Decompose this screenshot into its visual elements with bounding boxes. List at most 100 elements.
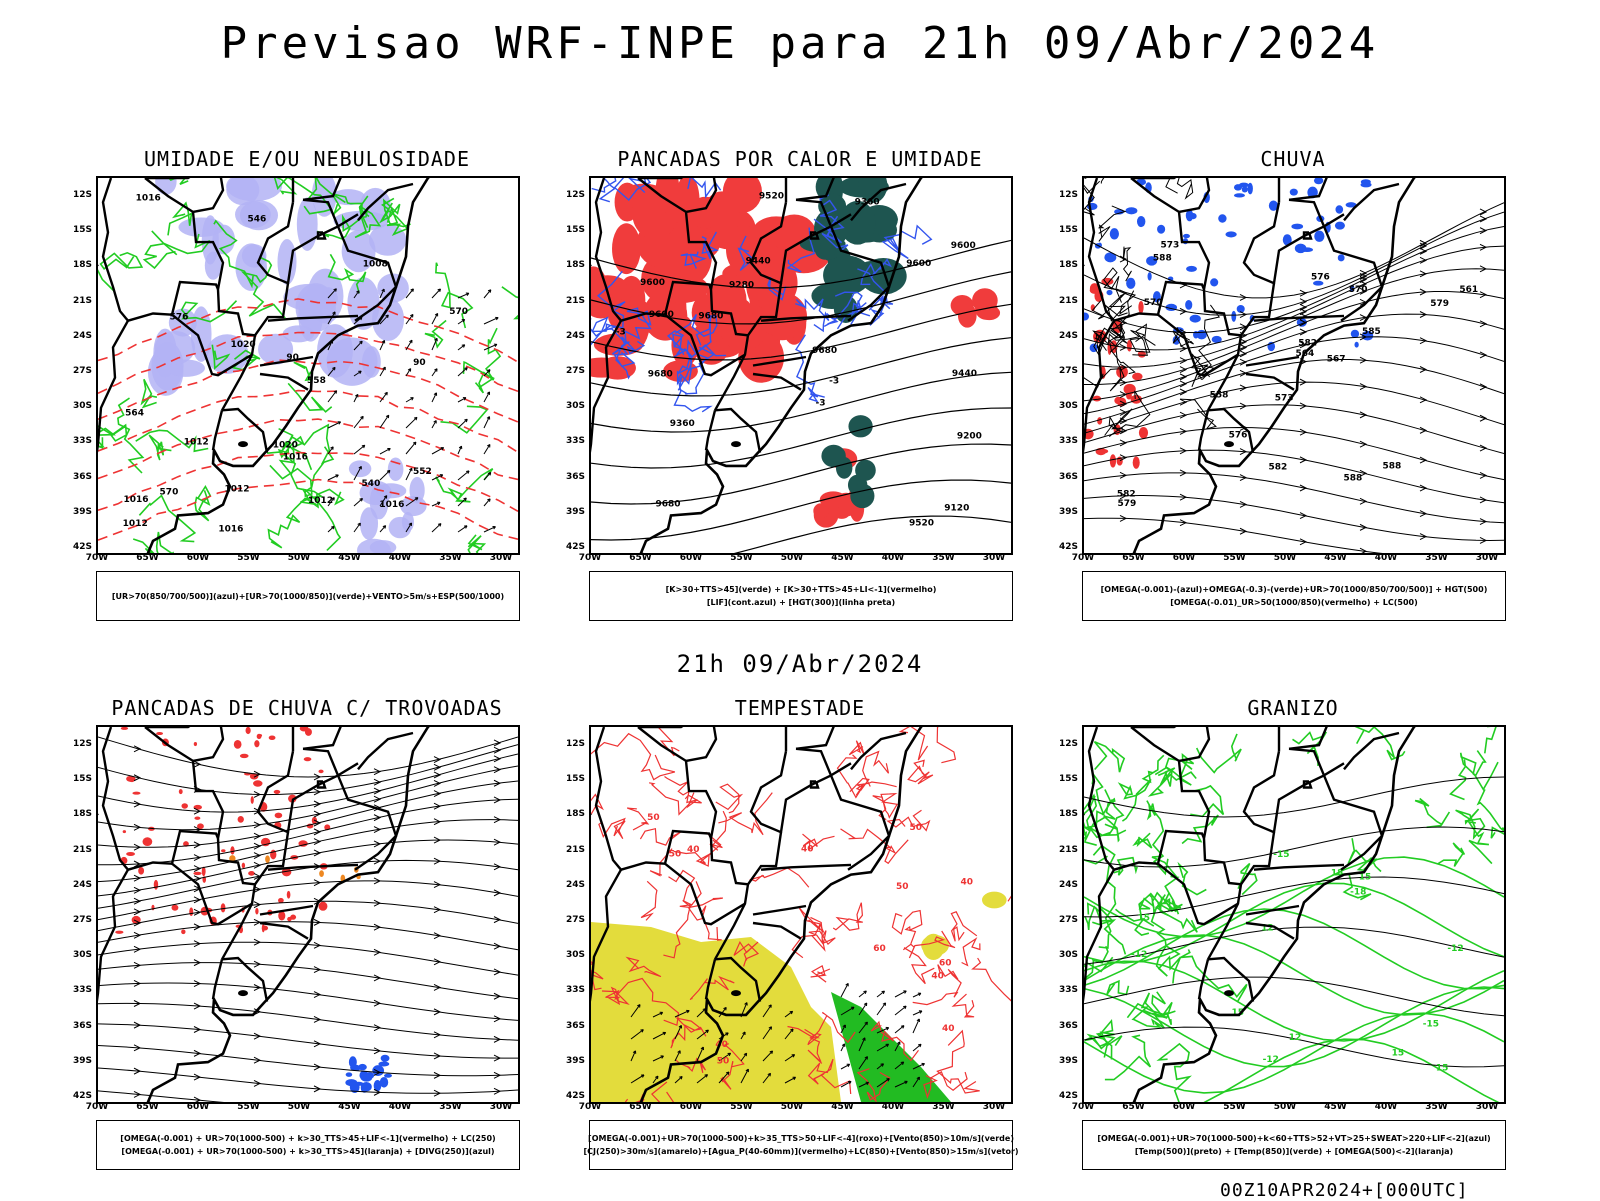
humidity-contour — [462, 360, 495, 389]
lake-marker — [731, 441, 741, 448]
coastline — [146, 727, 430, 1102]
country-border — [685, 727, 718, 763]
wind-vector — [791, 1054, 796, 1058]
latitude-tick-label: 30S — [1058, 401, 1078, 412]
storm-area-red — [138, 867, 145, 875]
storm-area-red — [273, 789, 281, 795]
longitude-tick-label: 70W — [578, 553, 602, 563]
storm-area-red — [181, 929, 186, 935]
wind-vector — [784, 1076, 796, 1084]
cloud-base-contour — [787, 1015, 828, 1046]
humidity-contour — [98, 427, 116, 449]
omega-area-red — [1097, 417, 1103, 425]
wind-vector — [678, 1025, 683, 1029]
latitude-tick-label: 24S — [72, 879, 92, 890]
streamline-arrow — [1419, 256, 1428, 264]
streamline-arrow — [133, 1090, 142, 1098]
wind-vector — [864, 1056, 868, 1060]
wind-vector — [331, 497, 335, 501]
streamline-arrow — [493, 863, 502, 871]
country-border — [101, 727, 173, 872]
streamline-arrow — [133, 843, 142, 851]
streamline — [98, 1023, 518, 1059]
wind-vector — [383, 495, 388, 499]
wind-vector — [431, 392, 437, 403]
wind-vector — [405, 314, 414, 325]
streamline-arrow — [1179, 427, 1188, 435]
country-border — [795, 178, 835, 201]
wind-vector — [784, 1028, 794, 1040]
streamline-arrow — [253, 791, 262, 798]
streamline-arrow — [493, 968, 502, 976]
omega-area-red — [1138, 426, 1149, 439]
humidity-contour — [142, 242, 178, 270]
contour-label: 9600 — [640, 278, 665, 288]
latitude-tick-label: 39S — [1058, 506, 1078, 517]
contour-label: 561 — [1459, 285, 1478, 295]
wind-vector — [431, 368, 438, 377]
streamline — [1084, 245, 1504, 351]
country-border — [316, 231, 327, 240]
country-border — [829, 213, 891, 322]
contour-label: 12 — [1289, 1033, 1302, 1043]
wind-vector — [858, 990, 867, 998]
streamline-arrow — [133, 823, 142, 831]
latitude-tick-label: 21S — [72, 295, 92, 306]
cloud-base-contour — [870, 1020, 919, 1062]
streamline-arrow — [1239, 500, 1248, 508]
country-border — [704, 410, 717, 451]
panel-title: CHUVA — [1260, 147, 1326, 171]
streamline — [1084, 381, 1504, 434]
storm-area-red — [126, 851, 135, 857]
storm-area-red — [115, 930, 124, 934]
contour-label: 564 — [125, 408, 144, 418]
wind-vector — [784, 1054, 795, 1062]
country-border — [357, 731, 414, 771]
omega-area-red — [1132, 456, 1140, 469]
divergence-area — [345, 1072, 353, 1077]
contour-label: 570 — [1349, 285, 1368, 295]
latitude-tick-label: 39S — [72, 506, 92, 517]
country-border — [714, 407, 762, 453]
height-contour — [591, 443, 1011, 505]
map-canvas: 18 15 15 15 15 15 12 12 -12 -12 -12 -15 -15 -18 — [1084, 727, 1504, 1102]
temperature-850-contour — [1195, 733, 1242, 774]
streamline — [1084, 313, 1504, 402]
wind-vector — [332, 366, 336, 371]
lifted-index-contour — [605, 328, 631, 380]
country-border — [1178, 727, 1211, 763]
wind-vector — [333, 390, 338, 394]
longitude-tick-label: 60W — [186, 553, 210, 563]
streamline — [1084, 336, 1504, 415]
wind-vector — [876, 1027, 889, 1034]
latitude-tick-label: 30S — [72, 950, 92, 961]
wind-vector — [357, 522, 361, 527]
wind-vector — [768, 1004, 772, 1008]
contour-label: 60 — [873, 944, 886, 954]
wind-vector — [652, 1032, 666, 1040]
lifted-index-contour — [823, 292, 856, 328]
cloud-base-contour — [849, 777, 870, 796]
longitude-tick-label: 70W — [1071, 1102, 1095, 1112]
latitude-tick-label: 21S — [72, 844, 92, 855]
coastline — [639, 727, 923, 1102]
contour-label: 576 — [170, 312, 189, 322]
wind-vector — [894, 1061, 905, 1070]
streamline-arrow — [373, 795, 382, 803]
omega-area-blue — [1210, 278, 1219, 287]
latitude-tick-label: 36S — [565, 1020, 585, 1031]
streamline-arrow — [433, 1031, 442, 1039]
cloud-base-contour — [1179, 398, 1217, 430]
latitude-tick-label: 21S — [565, 295, 585, 306]
streamline-arrow — [1479, 518, 1488, 525]
instability-area-green — [850, 483, 875, 509]
contour-label: -18 — [1350, 887, 1366, 897]
wind-vector — [353, 498, 363, 507]
wind-vector — [654, 1075, 659, 1080]
instability-area-red — [972, 288, 998, 313]
latitude-tick-label: 42S — [72, 1091, 92, 1101]
longitude-tick-label: 65W — [1122, 1102, 1145, 1112]
country-border — [1084, 869, 1116, 1002]
streamline-arrow — [1419, 270, 1428, 278]
latitude-tick-label: 18S — [565, 809, 585, 820]
